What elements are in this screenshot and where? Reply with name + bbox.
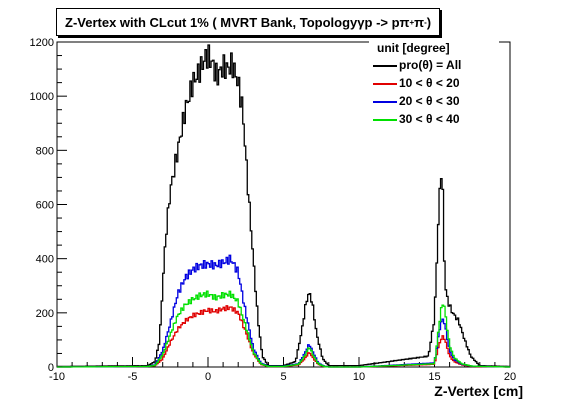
- x-tick-label: 20: [504, 371, 516, 383]
- title-pi-minus: π: [414, 14, 425, 30]
- legend-label-20-30: 20 < θ < 30: [399, 94, 460, 108]
- title-minus-sup: -: [424, 17, 427, 27]
- title-gamma: γ: [357, 14, 365, 30]
- x-axis-label: Z-Vertex [cm]: [434, 383, 523, 399]
- legend-entry-10-20: 10 < θ < 20: [369, 76, 499, 92]
- x-tick-label: 0: [205, 371, 211, 383]
- legend-header: unit [degree]: [377, 41, 450, 55]
- title-suffix: ): [426, 14, 432, 30]
- chart-title: Z-Vertex with CLcut 1% ( MVRT Bank, Topo…: [56, 8, 441, 36]
- y-tick-label: 200: [36, 308, 54, 320]
- legend-swatch-20-30: [373, 101, 397, 103]
- legend-entry-all: pro(θ) = All: [369, 58, 499, 74]
- x-tick-label: -5: [128, 371, 138, 383]
- legend-swatch-10-20: [373, 83, 397, 85]
- title-prefix: Z-Vertex with CLcut 1% ( MVRT Bank, Topo…: [65, 14, 358, 30]
- series-line-30-40: [57, 290, 510, 368]
- title-middle: p -> p: [364, 14, 400, 30]
- y-tick-label: 1200: [30, 37, 54, 49]
- legend-swatch-30-40: [373, 119, 397, 121]
- y-tick-label: 800: [36, 145, 54, 157]
- x-tick-label: 15: [428, 371, 440, 383]
- y-tick-label: 1000: [30, 91, 54, 103]
- y-tick-label: 0: [48, 362, 54, 374]
- x-tick-label: 10: [353, 371, 365, 383]
- x-tick-label: -10: [49, 371, 65, 383]
- legend-label-10-20: 10 < θ < 20: [399, 76, 460, 90]
- legend-label-all: pro(θ) = All: [399, 58, 462, 72]
- y-tick-label: 400: [36, 254, 54, 266]
- title-pi-plus: π: [399, 14, 410, 30]
- x-tick-label: 5: [280, 371, 286, 383]
- legend: unit [degree] pro(θ) = All 10 < θ < 20 2…: [369, 40, 499, 128]
- legend-swatch-all: [373, 65, 397, 67]
- y-tick-label: 600: [36, 200, 54, 212]
- legend-label-30-40: 30 < θ < 40: [399, 112, 460, 126]
- legend-entry-30-40: 30 < θ < 40: [369, 112, 499, 128]
- title-plus-sup: +: [409, 17, 415, 27]
- legend-entry-20-30: 20 < θ < 30: [369, 94, 499, 110]
